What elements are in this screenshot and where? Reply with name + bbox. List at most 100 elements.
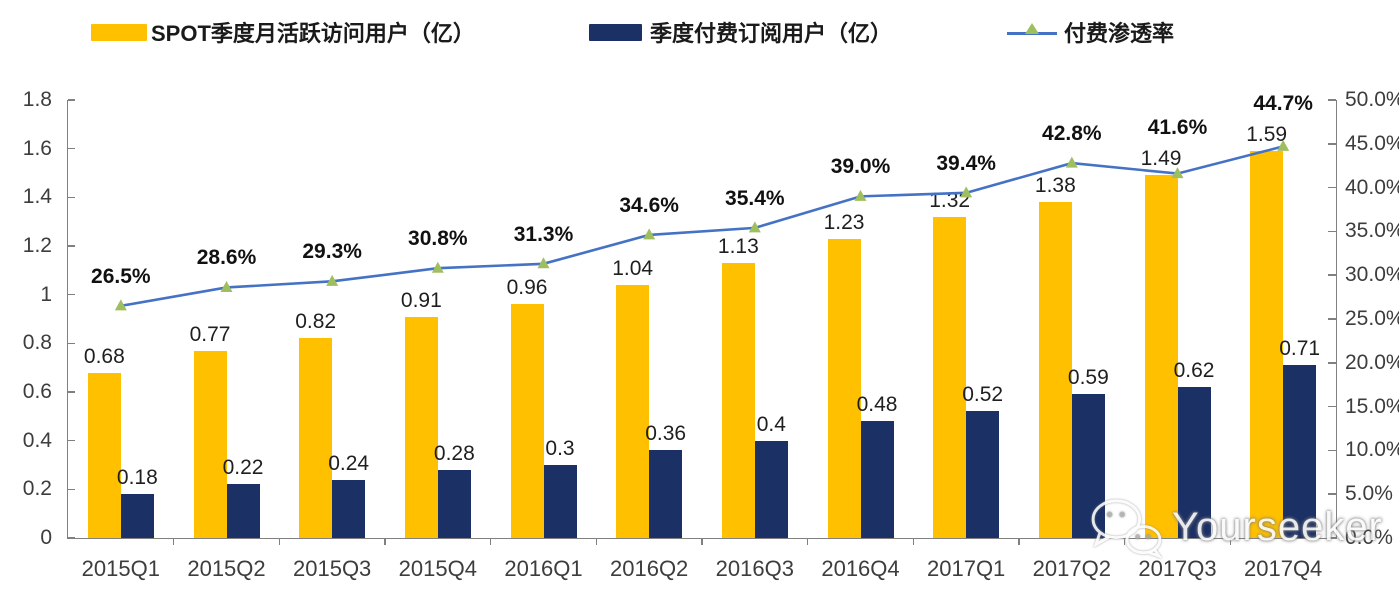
x-axis-tick — [489, 538, 492, 545]
y-axis-left-label: 1.2 — [22, 234, 52, 257]
bar-subs-2016Q1 — [543, 465, 577, 538]
x-axis-tick — [1018, 538, 1020, 545]
penetration-label: 35.4% — [725, 186, 785, 210]
y-axis-left-label: 0.4 — [22, 428, 52, 452]
triangle-marker — [748, 221, 761, 233]
y-axis-left-tick — [68, 245, 75, 247]
triangle-marker — [114, 299, 127, 311]
x-axis-label: 2016Q3 — [715, 556, 794, 581]
triangle-marker — [326, 274, 339, 286]
y-axis-left-label: 1 — [40, 282, 52, 306]
y-axis-left-tick — [68, 537, 75, 539]
y-axis-left-label: 1.6 — [22, 136, 52, 160]
y-axis-right-label: 30.0% — [1345, 263, 1399, 287]
bar-label-mau: 1.32 — [929, 188, 971, 212]
bar-subs-2017Q1 — [966, 411, 1000, 538]
y-axis-right-label: 20.0% — [1345, 350, 1399, 374]
watermark-text: Yourseeker — [1172, 504, 1383, 549]
y-axis-left-tick — [68, 439, 75, 442]
bar-label-subs: 0.3 — [545, 437, 575, 460]
y-axis-left-label: 1.8 — [22, 88, 52, 111]
bar-mau-2017Q1 — [933, 216, 967, 538]
y-axis-left-label: 1.4 — [22, 185, 52, 209]
y-axis-right-tick — [1328, 362, 1336, 364]
triangle-marker — [1065, 156, 1078, 168]
penetration-label: 41.6% — [1147, 116, 1208, 140]
x-axis-label: 2017Q1 — [927, 556, 1006, 581]
bar-label-mau: 1.49 — [1140, 147, 1182, 171]
legend-swatch-subs — [589, 24, 642, 41]
legend-label-mau: SPOT季度月活跃访问用户（亿） — [151, 21, 475, 46]
watermark: Yourseeker — [1088, 496, 1383, 558]
y-axis-left-tick — [68, 391, 75, 393]
y-axis-left-tick — [68, 99, 75, 101]
x-axis-tick — [384, 538, 386, 545]
x-axis-label: 2016Q4 — [821, 556, 900, 581]
x-axis-label: 2015Q1 — [81, 556, 160, 581]
y-axis-left-label: 0.2 — [22, 477, 52, 501]
bar-label-mau: 1.04 — [612, 256, 654, 280]
y-axis-left-line — [66, 100, 68, 539]
x-axis-tick — [701, 538, 703, 545]
penetration-label: 28.6% — [196, 246, 257, 270]
bar-mau-2015Q2 — [193, 350, 227, 538]
penetration-label: 39.4% — [936, 151, 996, 175]
bar-label-mau: 0.77 — [189, 322, 231, 346]
legend-label-subs: 季度付费订阅用户（亿） — [650, 21, 893, 46]
y-axis-right-tick — [1328, 493, 1336, 495]
y-axis-left-tick — [68, 293, 75, 296]
y-axis-right-tick — [1328, 230, 1336, 233]
bar-subs-2017Q4 — [1283, 365, 1317, 538]
x-axis-tick — [1123, 538, 1126, 545]
bar-label-subs: 0.62 — [1173, 359, 1215, 383]
bar-subs-2015Q1 — [120, 494, 154, 538]
bar-subs-2016Q2 — [649, 450, 683, 538]
y-axis-right-label: 50.0% — [1345, 88, 1399, 111]
y-axis-right-label: 35.0% — [1345, 219, 1399, 243]
y-axis-left-tick — [68, 147, 75, 150]
bar-subs-2015Q2 — [226, 484, 260, 538]
y-axis-left-tick — [68, 488, 75, 491]
x-axis-tick — [278, 538, 281, 545]
y-axis-right-label: 15.0% — [1345, 394, 1399, 418]
y-axis-right-label: 25.0% — [1345, 307, 1399, 330]
bar-mau-2016Q4 — [827, 238, 861, 538]
wechat-icon — [1091, 499, 1163, 558]
bar-mau-2016Q1 — [510, 304, 544, 538]
y-axis-right-tick — [1328, 449, 1336, 452]
x-axis-label: 2016Q2 — [610, 556, 689, 581]
penetration-label: 34.6% — [619, 193, 679, 217]
bar-label-mau: 1.13 — [717, 235, 759, 259]
x-axis-label: 2017Q4 — [1244, 556, 1323, 581]
bar-mau-2015Q4 — [404, 316, 438, 538]
bar-mau-2017Q3 — [1144, 175, 1178, 538]
bar-mau-2016Q2 — [616, 284, 650, 538]
y-axis-right-label: 45.0% — [1345, 131, 1399, 155]
bar-label-subs: 0.52 — [962, 383, 1004, 407]
x-axis-tick — [912, 538, 915, 545]
y-axis-right-tick — [1328, 274, 1336, 276]
bar-label-subs: 0.28 — [433, 441, 475, 465]
bar-label-mau: 1.23 — [823, 210, 865, 234]
penetration-line — [120, 145, 1284, 308]
x-axis-tick — [172, 538, 175, 545]
legend-label-penetration: 付费渗透率 — [1064, 21, 1175, 46]
y-axis-left-tick — [68, 342, 75, 345]
penetration-label: 42.8% — [1042, 122, 1102, 146]
bar-label-subs: 0.4 — [756, 412, 786, 436]
bar-label-mau: 0.96 — [506, 276, 548, 300]
bar-label-subs: 0.36 — [645, 422, 687, 446]
penetration-label: 31.3% — [513, 222, 574, 246]
y-axis-right-tick — [1328, 405, 1336, 408]
y-axis-right-tick — [1328, 143, 1336, 145]
y-axis-left-label: 0.6 — [22, 380, 52, 403]
x-axis-label: 2015Q3 — [293, 556, 372, 581]
penetration-label: 44.7% — [1253, 92, 1313, 116]
bar-subs-2015Q4 — [437, 469, 471, 538]
penetration-label: 26.5% — [91, 264, 151, 288]
bar-mau-2015Q3 — [299, 338, 333, 538]
triangle-marker — [220, 280, 233, 292]
bar-label-mau: 0.82 — [295, 310, 337, 334]
bar-label-mau: 1.38 — [1034, 174, 1076, 198]
